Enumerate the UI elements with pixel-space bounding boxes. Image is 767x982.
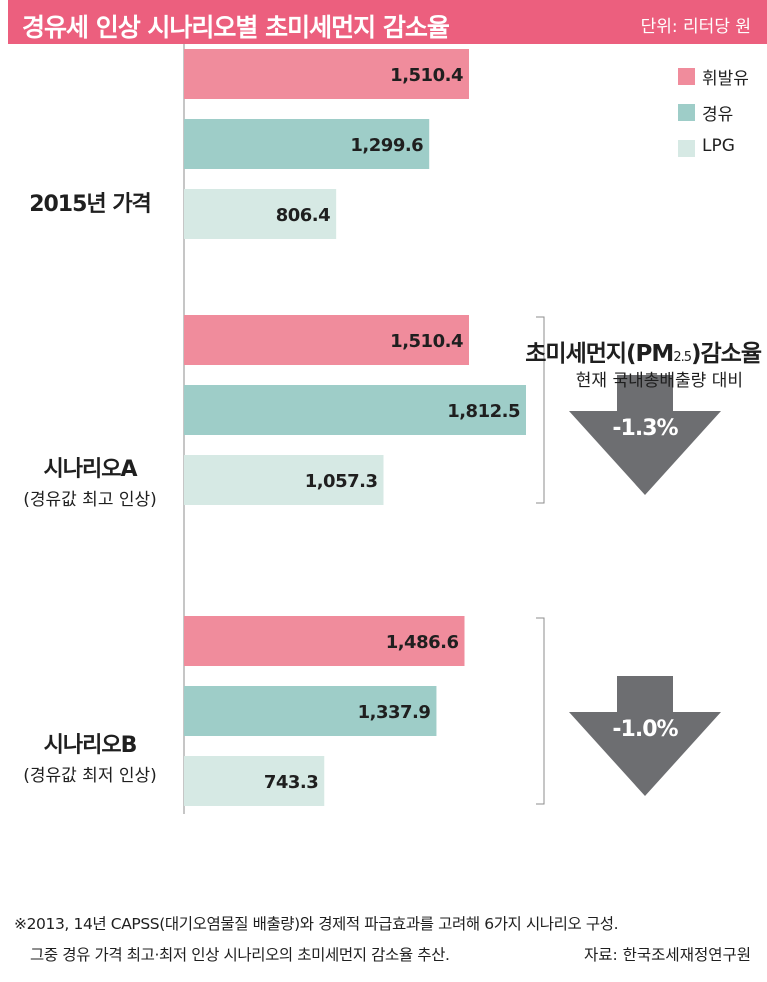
bar-diesel-group-2 bbox=[184, 686, 437, 736]
reduction-arrow-icon-group-2 bbox=[569, 676, 721, 796]
scenario-bracket-group-1 bbox=[536, 316, 545, 504]
pm-reduction-subtitle: 현재 국내총배출량 대비 bbox=[575, 371, 743, 391]
bar-gasoline-group-0 bbox=[184, 49, 469, 99]
legend-swatch-diesel bbox=[678, 104, 695, 121]
group-subtitle-scenario-a: (경유값 최고 인상) bbox=[23, 490, 157, 510]
bar-chart: 1,510.4 1,299.6 806.4 1,510.4 1,812.5 1,057.3… bbox=[183, 44, 721, 814]
pm-reduction-title: 초미세먼지(PM2.5)감소율 bbox=[525, 334, 762, 368]
header-bar: 경유세 인상 시나리오별 초미세먼지 감소율 단위: 리터당 원 bbox=[8, 0, 767, 44]
footnote-line-1: ※2013, 14년 CAPSS(대기오염물질 배출량)와 경제적 파급효과를 … bbox=[14, 915, 619, 933]
bar-value-label-lpg-group-0: 806.4 bbox=[276, 205, 330, 226]
legend-swatch-lpg bbox=[678, 140, 695, 157]
reduction-value-group-1: -1.3% bbox=[612, 416, 678, 441]
bar-diesel-group-0 bbox=[184, 119, 430, 169]
bar-value-label-diesel-group-0: 1,299.6 bbox=[350, 135, 423, 156]
bar-value-label-gasoline-group-2: 1,486.6 bbox=[386, 632, 459, 653]
pm-title-subscript: 2.5 bbox=[673, 350, 692, 365]
bar-lpg-group-0 bbox=[184, 189, 337, 239]
legend-label-lpg: LPG bbox=[702, 136, 735, 156]
unit-label: 단위: 리터당 원 bbox=[640, 17, 751, 37]
group-title-scenario-b: 시나리오B bbox=[43, 733, 138, 758]
bar-lpg-group-1 bbox=[184, 455, 384, 505]
legend-swatch-gasoline bbox=[678, 68, 695, 85]
group-label-2015: 2015년 가격 bbox=[0, 186, 180, 218]
group-subtitle-scenario-b: (경유값 최저 인상) bbox=[23, 766, 157, 786]
group-title-scenario-a: 시나리오A bbox=[43, 457, 138, 482]
bar-gasoline-group-1 bbox=[184, 315, 469, 365]
bar-value-label-lpg-group-1: 1,057.3 bbox=[305, 471, 378, 492]
scenario-bracket-group-2 bbox=[536, 617, 545, 805]
footnote-line-2: 그중 경유 가격 최고·최저 인상 시나리오의 초미세먼지 감소율 추산. bbox=[30, 946, 450, 964]
bar-value-label-gasoline-group-0: 1,510.4 bbox=[390, 65, 463, 86]
bar-value-label-gasoline-group-1: 1,510.4 bbox=[390, 331, 463, 352]
pm-title-prefix: 초미세먼지(PM bbox=[525, 341, 674, 367]
source-label: 자료: 한국조세재정연구원 bbox=[583, 946, 751, 964]
bar-value-label-lpg-group-2: 743.3 bbox=[264, 772, 318, 793]
legend-label-gasoline: 휘발유 bbox=[702, 69, 749, 89]
group-label-scenario-a: 시나리오A (경유값 최고 인상) bbox=[0, 451, 180, 510]
group-label-scenario-b: 시나리오B (경유값 최저 인상) bbox=[0, 727, 180, 786]
chart-title: 경유세 인상 시나리오별 초미세먼지 감소율 bbox=[22, 13, 450, 42]
bar-value-label-diesel-group-1: 1,812.5 bbox=[447, 401, 520, 422]
pm-title-suffix: )감소율 bbox=[691, 341, 762, 367]
reduction-value-group-2: -1.0% bbox=[612, 717, 678, 742]
bar-lpg-group-2 bbox=[184, 756, 325, 806]
legend-label-diesel: 경유 bbox=[702, 105, 734, 125]
bar-diesel-group-1 bbox=[184, 385, 526, 435]
reduction-arrow-icon-group-1 bbox=[569, 375, 721, 495]
group-title-2015: 2015년 가격 bbox=[29, 192, 152, 217]
bar-value-label-diesel-group-2: 1,337.9 bbox=[358, 702, 431, 723]
bar-gasoline-group-2 bbox=[184, 616, 465, 666]
